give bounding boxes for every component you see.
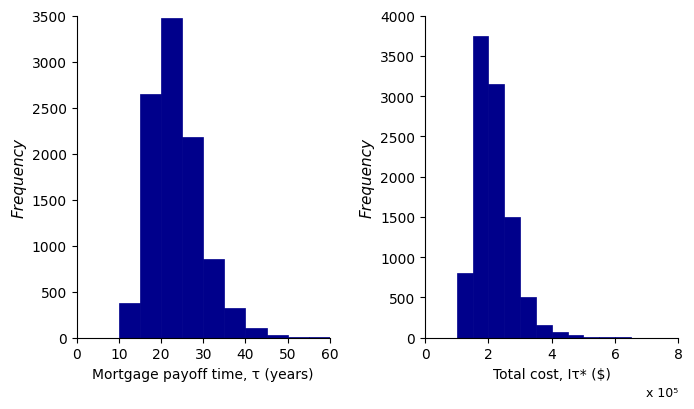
Bar — [203, 260, 224, 338]
X-axis label: Mortgage payoff time, τ (years): Mortgage payoff time, τ (years) — [92, 367, 314, 381]
Bar — [119, 303, 140, 338]
Bar — [520, 298, 536, 338]
Bar — [536, 326, 552, 338]
Text: x 10⁵: x 10⁵ — [646, 386, 679, 399]
Bar — [246, 328, 266, 338]
Bar — [473, 37, 489, 338]
Y-axis label: Frequency: Frequency — [11, 137, 26, 217]
Bar — [288, 337, 309, 338]
Bar — [584, 337, 599, 338]
Bar — [552, 333, 568, 338]
Bar — [505, 217, 520, 338]
Bar — [182, 138, 203, 338]
Bar — [457, 274, 473, 338]
Bar — [140, 94, 161, 338]
Bar — [224, 308, 246, 338]
Bar — [266, 335, 288, 338]
X-axis label: Total cost, Iτ* ($): Total cost, Iτ* ($) — [493, 367, 611, 381]
Bar — [489, 85, 505, 338]
Bar — [161, 19, 182, 338]
Bar — [568, 335, 584, 338]
Y-axis label: Frequency: Frequency — [359, 137, 375, 217]
